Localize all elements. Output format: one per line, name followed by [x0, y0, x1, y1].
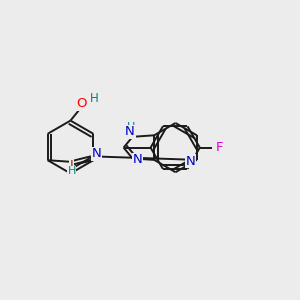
Text: H: H: [90, 92, 99, 105]
Text: F: F: [215, 141, 223, 154]
Text: O: O: [77, 97, 87, 110]
Text: H: H: [68, 166, 76, 176]
Text: N: N: [185, 154, 195, 168]
Text: N: N: [125, 125, 135, 139]
Text: N: N: [132, 153, 142, 167]
Text: H: H: [127, 122, 135, 132]
Text: I: I: [69, 159, 73, 172]
Text: N: N: [92, 147, 101, 161]
